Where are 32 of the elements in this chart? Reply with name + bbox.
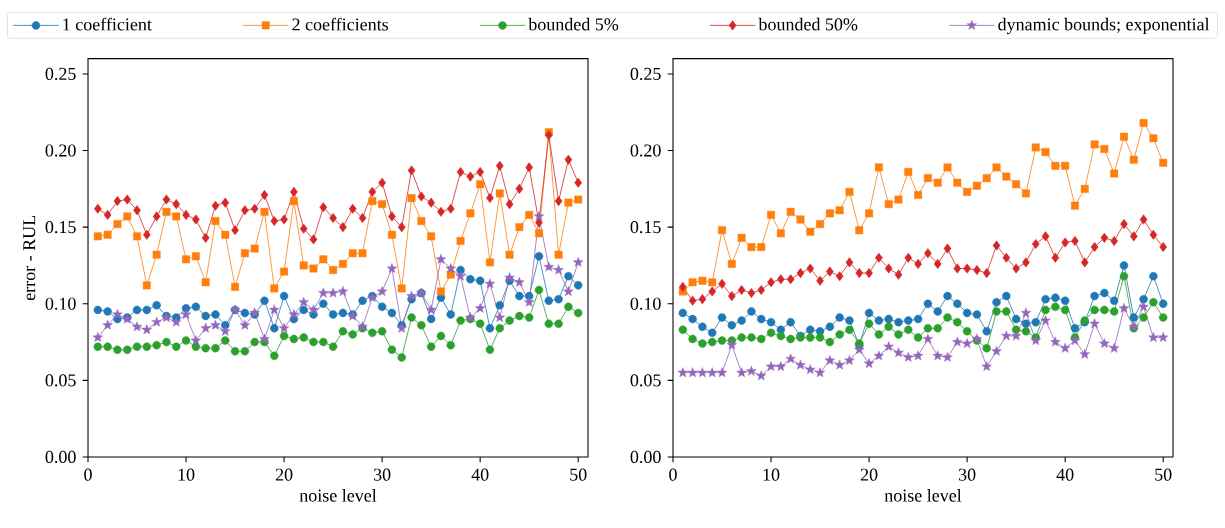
y-tick-label: 0.20 bbox=[630, 144, 661, 157]
legend-label: bounded 50% bbox=[758, 17, 858, 31]
y-tick-label: 0.00 bbox=[45, 450, 76, 464]
y-axis-title: error - RUL bbox=[23, 215, 36, 301]
y-tick-label: 0.25 bbox=[630, 67, 661, 81]
y-tick-label: 0.10 bbox=[630, 297, 661, 310]
x-tick-label: 50 bbox=[1155, 468, 1172, 481]
legend-label: dynamic bounds; exponential bbox=[998, 17, 1210, 35]
y-tick-label: 0.20 bbox=[45, 144, 76, 157]
x-tick-label: 20 bbox=[860, 468, 878, 481]
x-tick-label: 30 bbox=[373, 468, 391, 481]
x-tick-label: 0 bbox=[84, 468, 92, 481]
y-tick-label: 0.00 bbox=[630, 450, 661, 464]
legend-label: 1 coefficient bbox=[63, 17, 152, 31]
x-tick-label: 40 bbox=[1056, 468, 1074, 481]
y-tick-label: 0.10 bbox=[45, 297, 76, 310]
x-tick-label: 0 bbox=[669, 468, 677, 481]
y-tick-label: 0.15 bbox=[45, 221, 76, 234]
x-tick-label: 10 bbox=[178, 468, 195, 481]
y-tick-label: 0.25 bbox=[45, 67, 76, 81]
x-tick-label: 10 bbox=[763, 468, 780, 481]
y-tick-label: 0.15 bbox=[630, 221, 661, 234]
legend-label: 2 coefficients bbox=[292, 17, 389, 31]
y-tick-label: 0.05 bbox=[630, 374, 661, 387]
x-axis-title: noise level bbox=[884, 489, 962, 502]
x-tick-label: 50 bbox=[570, 468, 587, 481]
x-tick-label: 20 bbox=[275, 468, 293, 481]
legend-label: bounded 5% bbox=[528, 17, 619, 31]
x-tick-label: 30 bbox=[958, 468, 976, 481]
x-tick-label: 40 bbox=[471, 468, 489, 481]
y-tick-label: 0.05 bbox=[45, 374, 76, 387]
x-axis-title: noise level bbox=[299, 489, 377, 502]
